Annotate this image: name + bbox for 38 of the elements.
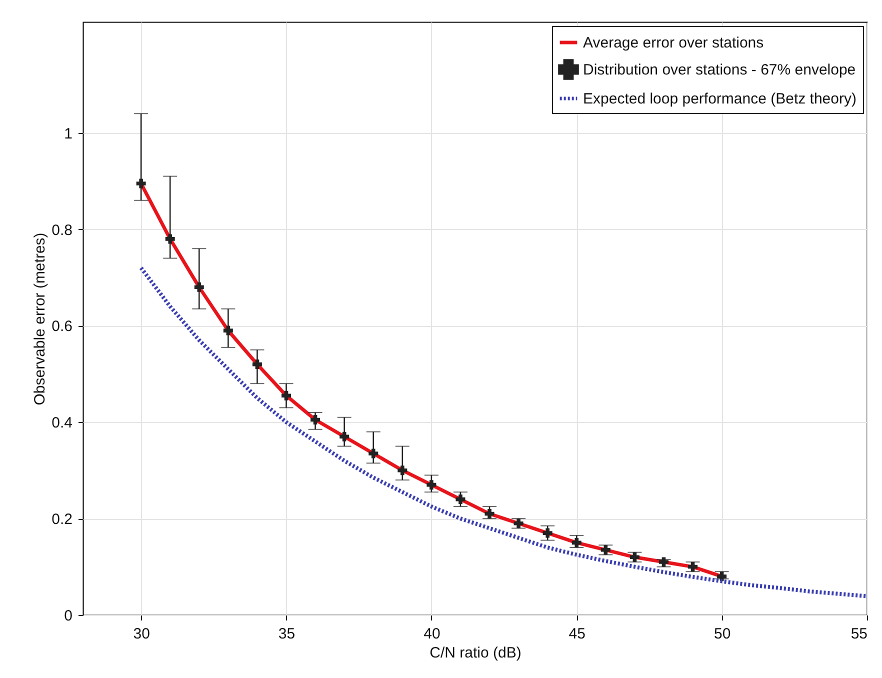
y-tick-label: 0.4: [52, 414, 72, 432]
point: [688, 562, 698, 572]
point: [600, 545, 610, 555]
point: [426, 480, 436, 490]
y-tick-label: 0.8: [52, 222, 72, 239]
point: [310, 415, 320, 424]
point: [165, 234, 175, 244]
point: [572, 538, 582, 548]
point: [456, 494, 466, 504]
y-axis-title: Observable error (metres): [32, 232, 49, 406]
point: [252, 360, 262, 370]
y-tick-label: 1: [64, 125, 72, 142]
legend-label: Distribution over stations - 67% envelope: [583, 62, 856, 78]
x-tick-label: 55: [850, 626, 868, 642]
y-tick-label: 0: [64, 608, 72, 624]
point: [136, 178, 146, 188]
point: [717, 572, 727, 582]
point: [484, 509, 494, 518]
y-tick-label: 0.2: [52, 511, 72, 528]
x-axis-title: C/N ratio (dB): [430, 644, 522, 662]
point: [659, 557, 668, 567]
x-tick-label: 45: [568, 626, 586, 642]
point: [282, 390, 291, 400]
point: [542, 528, 552, 538]
point: [398, 466, 408, 476]
point: [223, 326, 233, 336]
x-tick-label: 35: [278, 626, 296, 642]
point: [368, 448, 378, 458]
point: [514, 518, 524, 528]
point: [630, 552, 640, 562]
x-tick-label: 50: [714, 626, 731, 642]
x-tick-label: 30: [133, 626, 150, 642]
legend-label: Expected loop performance (Betz theory): [583, 90, 856, 108]
y-tick-label: 0.6: [52, 318, 72, 336]
point: [340, 432, 350, 442]
point: [194, 282, 204, 292]
legend-label: Average error over stations: [583, 34, 764, 52]
x-tick-label: 40: [424, 626, 440, 642]
